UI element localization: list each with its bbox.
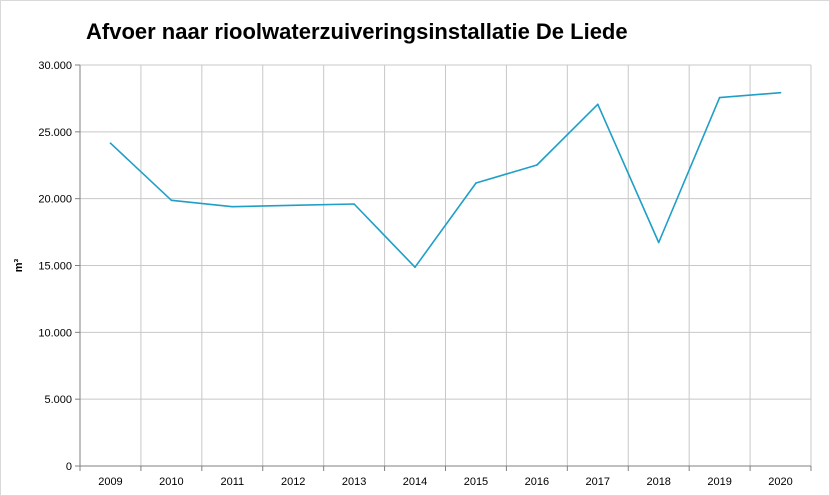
series-lines [109,91,782,269]
y-tick-labels: 0 5.000 10.000 15.000 20.000 25.000 30.000 [38,60,72,473]
y-tick-label: 10.000 [38,327,72,339]
data-point [779,91,782,94]
data-point [353,203,355,205]
data-point [718,96,721,99]
data-point [536,164,538,166]
x-tick-label: 2010 [159,476,183,488]
x-tick-label: 2012 [281,476,305,488]
chart-title: Afvoer naar rioolwaterzuiveringsinstalla… [86,19,628,44]
x-tick-label: 2016 [525,476,549,488]
data-point [657,241,660,244]
data-point [596,103,599,106]
grid-lines [80,64,812,466]
data-point [292,204,295,207]
y-tick-label: 0 [66,461,72,473]
x-tick-labels: 2009 2010 2011 2012 2013 2014 2015 2016 2017 2018… [98,476,793,488]
y-tick-label: 30.000 [38,60,72,72]
series-line [109,91,781,269]
data-point [414,266,416,269]
x-tick-label: 2011 [220,476,244,488]
data-point [475,182,477,184]
axes [75,64,812,471]
y-axis-title: m³ [13,258,25,272]
x-tick-label: 2019 [707,476,731,488]
x-tick-label: 2015 [464,476,488,488]
y-tick-label: 20.000 [38,194,72,206]
x-tick-label: 2017 [586,476,610,488]
y-tick-label: 25.000 [38,127,72,139]
x-tick-label: 2014 [403,476,427,488]
x-tick-label: 2020 [768,476,792,488]
x-tick-label: 2013 [342,476,366,488]
data-point [109,142,112,144]
y-tick-label: 15.000 [38,261,72,273]
data-point [231,205,234,208]
data-point [170,199,173,202]
x-tick-label: 2009 [98,476,122,488]
y-tick-label: 5.000 [44,394,72,406]
x-tick-label: 2018 [646,476,670,488]
